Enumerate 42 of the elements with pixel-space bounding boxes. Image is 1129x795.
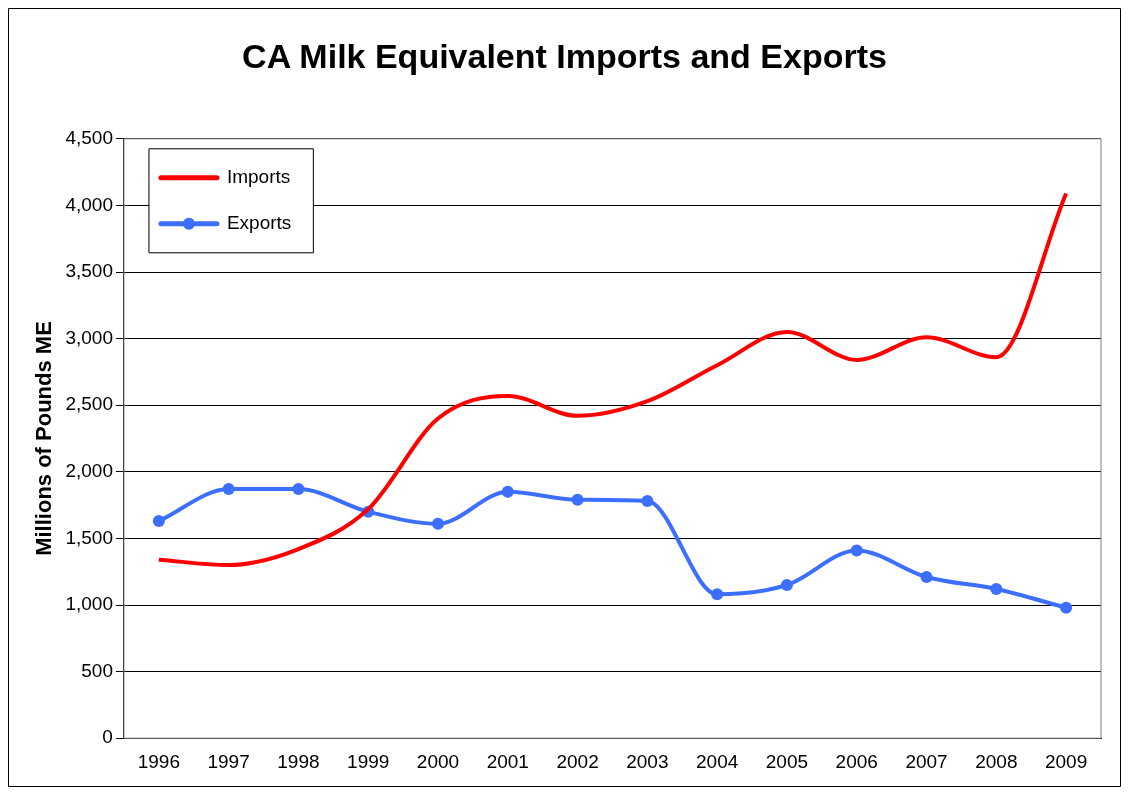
y-tick-label: 2,000 — [65, 460, 113, 482]
x-tick-label: 1998 — [277, 750, 320, 772]
x-tick-label: 1996 — [137, 750, 180, 772]
line-series — [156, 191, 1069, 568]
x-tick-label: 1997 — [207, 750, 250, 772]
point — [920, 571, 933, 584]
y-tick-label: 500 — [81, 659, 113, 681]
x-tick-label: 2009 — [1044, 750, 1088, 772]
point — [571, 493, 584, 506]
x-tick-label: 2006 — [835, 750, 878, 772]
point — [850, 544, 863, 557]
point — [711, 588, 724, 601]
x-tick-label: 2001 — [486, 750, 529, 772]
point — [780, 579, 793, 592]
point — [501, 485, 514, 498]
y-tick-label: 4,500 — [65, 127, 113, 149]
point — [641, 495, 654, 508]
y-tick-label: 0 — [102, 726, 113, 748]
y-axis-title: Millions of Pounds ME — [31, 321, 57, 556]
y-tick-label: 2,500 — [65, 393, 113, 415]
chart-title: CA Milk Equivalent Imports and Exports — [242, 36, 887, 75]
point — [1060, 601, 1073, 614]
legend-label: Imports — [226, 166, 291, 188]
y-tick-label: 1,000 — [65, 593, 113, 615]
point — [152, 515, 165, 528]
point — [222, 483, 235, 496]
x-tick-label: 2008 — [975, 750, 1018, 772]
point — [990, 583, 1003, 596]
x-tick-label: 2004 — [696, 750, 739, 772]
y-tick-label: 3,000 — [65, 326, 113, 348]
y-tick-label: 3,500 — [65, 260, 113, 282]
point — [432, 517, 444, 530]
x-tick-label: 2003 — [626, 750, 669, 772]
x-tick-label: 2002 — [556, 750, 599, 772]
x-tick-label: 2005 — [765, 750, 809, 772]
y-tick-label: 4,000 — [65, 193, 113, 215]
y-tick-label: 1,500 — [65, 526, 113, 548]
point — [292, 483, 305, 496]
x-tick-label: 2000 — [416, 750, 460, 772]
legend-label: Exports — [226, 212, 292, 234]
x-tick-label: 1999 — [347, 750, 390, 772]
x-tick-label: 2007 — [905, 750, 948, 772]
